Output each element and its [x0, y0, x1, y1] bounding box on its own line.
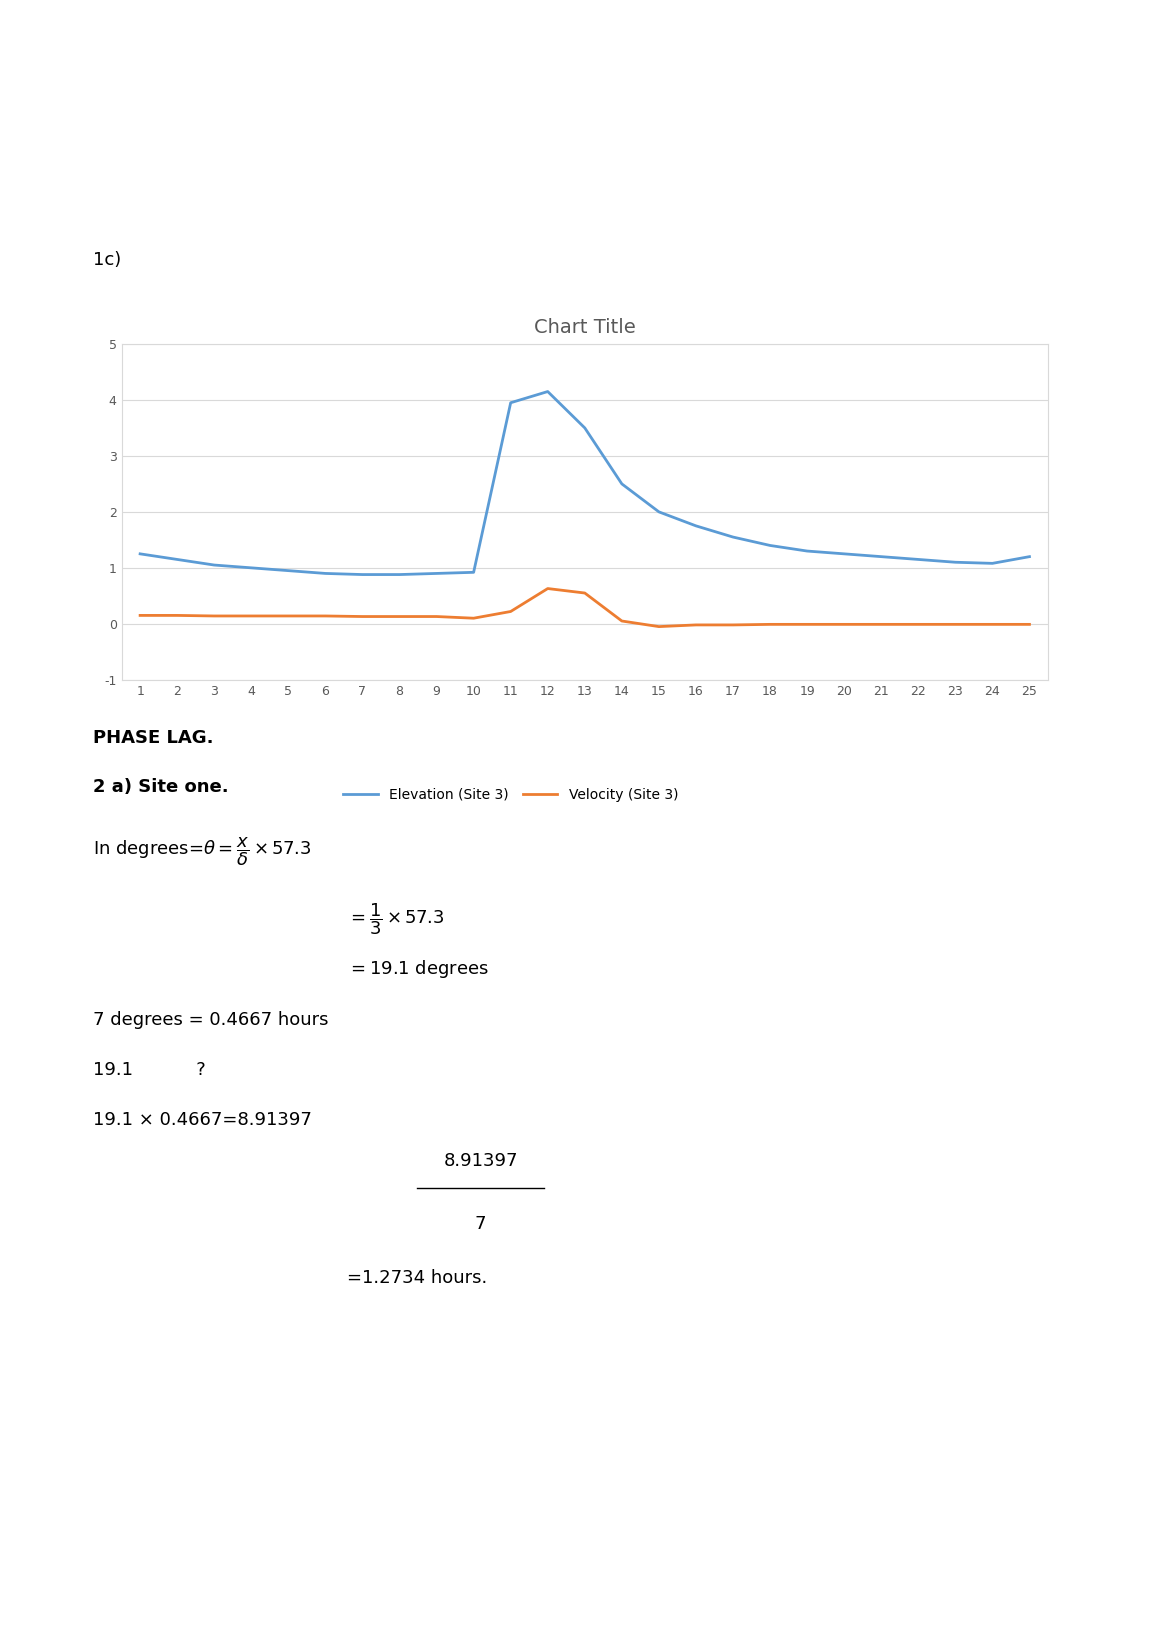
Text: 19.1           ?: 19.1 ?	[93, 1061, 205, 1079]
Text: 7: 7	[475, 1215, 486, 1233]
Text: $=\dfrac{1}{3}\times 57.3$: $=\dfrac{1}{3}\times 57.3$	[347, 901, 445, 937]
Text: 19.1 × 0.4667=8.91397: 19.1 × 0.4667=8.91397	[93, 1111, 312, 1129]
Text: 7 degrees = 0.4667 hours: 7 degrees = 0.4667 hours	[93, 1011, 328, 1029]
Text: =1.2734 hours.: =1.2734 hours.	[347, 1269, 488, 1287]
Text: $= 19.1$ degrees: $= 19.1$ degrees	[347, 958, 489, 980]
Text: 2 a) Site one.: 2 a) Site one.	[93, 778, 228, 796]
Text: PHASE LAG.: PHASE LAG.	[93, 729, 213, 747]
Text: In degrees=$\theta =\dfrac{x}{\delta}\times 57.3$: In degrees=$\theta =\dfrac{x}{\delta}\ti…	[93, 835, 310, 868]
Text: 8.91397: 8.91397	[444, 1152, 518, 1170]
Legend: Elevation (Site 3), Velocity (Site 3): Elevation (Site 3), Velocity (Site 3)	[338, 781, 683, 808]
Title: Chart Title: Chart Title	[534, 318, 636, 337]
Text: 1c): 1c)	[93, 251, 120, 269]
